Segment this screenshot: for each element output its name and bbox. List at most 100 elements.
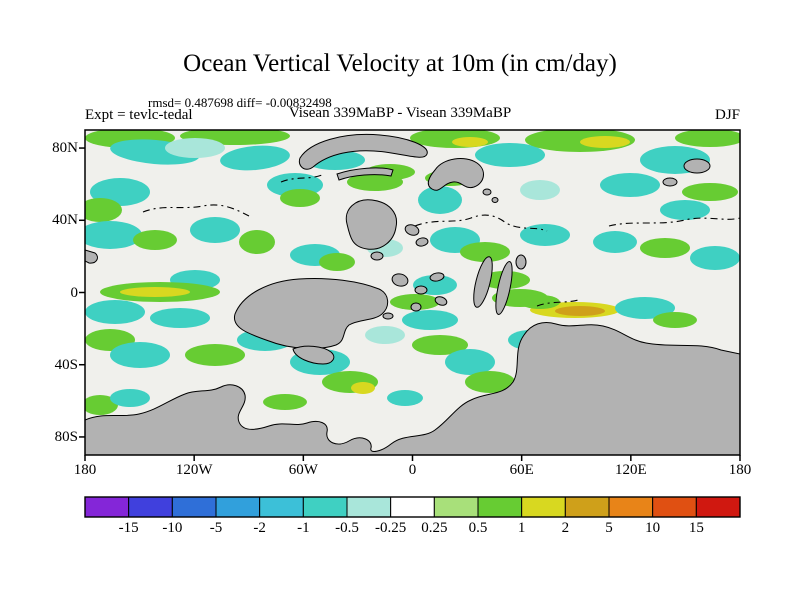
landmass xyxy=(85,321,740,455)
landmass xyxy=(298,133,428,170)
colorbar-box xyxy=(390,496,435,518)
colorbar-tick-label: 5 xyxy=(605,520,613,536)
x-tick-label: 180 xyxy=(728,462,752,478)
colorbar-tick-label: -0.25 xyxy=(375,520,407,536)
anomaly-patch xyxy=(150,308,210,328)
anomaly-patch xyxy=(615,297,675,319)
anomaly-patch xyxy=(412,335,468,355)
x-tick-label: 60W xyxy=(288,462,318,478)
anomaly-patch xyxy=(520,180,560,200)
land-island xyxy=(391,273,409,287)
anomaly-patch xyxy=(460,242,510,262)
anomaly-patch xyxy=(185,344,245,366)
experiment-label: Expt = tevlc-tedal xyxy=(85,107,193,123)
landmass xyxy=(336,167,394,181)
anomaly-patch xyxy=(640,238,690,258)
zero-contour-dashed xyxy=(608,217,740,227)
colorbar-tick-label: -15 xyxy=(118,520,139,536)
land-island xyxy=(370,251,384,261)
anomaly-patch xyxy=(660,200,710,220)
landmass xyxy=(292,345,335,365)
colorbar-box xyxy=(302,496,348,518)
land-island xyxy=(404,224,420,236)
rmsd-diff-stats: rmsd= 0.487698 diff= -0.00832498 xyxy=(148,95,332,110)
x-tick-label: 120W xyxy=(175,462,213,478)
landmass xyxy=(427,158,484,191)
colorbar-tick-label: 2 xyxy=(561,520,570,536)
colorbar-tick-label: -0.5 xyxy=(335,520,359,536)
anomaly-patch xyxy=(580,136,630,148)
colorbar-box xyxy=(564,496,610,518)
land-island xyxy=(482,188,492,196)
anomaly-patch xyxy=(675,130,740,147)
land-island xyxy=(429,272,445,282)
anomaly-patch xyxy=(85,198,122,222)
x-tick-label: 60E xyxy=(509,462,534,478)
zero-contour-dashed xyxy=(280,174,323,183)
anomaly-patch xyxy=(682,183,738,201)
land-island xyxy=(410,302,422,312)
y-tick-label: 40S xyxy=(54,356,78,373)
anomaly-patch xyxy=(133,230,177,250)
anomaly-patch xyxy=(365,326,405,344)
colorbar-box xyxy=(346,496,392,518)
anomaly-patch xyxy=(410,130,500,148)
anomaly-patch xyxy=(351,382,375,394)
colorbar-box xyxy=(695,496,741,518)
colorbar-tick-label: 0.25 xyxy=(421,520,448,536)
anomaly-patch xyxy=(475,143,545,167)
anomaly-patch xyxy=(402,310,458,330)
colorbar-box xyxy=(171,496,217,518)
anomaly-patch xyxy=(165,138,225,158)
anomaly-patch xyxy=(418,186,462,214)
anomaly-patch xyxy=(387,390,423,406)
y-tick-label: 80S xyxy=(54,428,78,445)
anomaly-patch xyxy=(593,231,637,253)
anomaly-patch xyxy=(465,371,515,393)
anomaly-patch xyxy=(280,189,320,207)
colorbar-box xyxy=(259,496,304,518)
zero-contour-dashed xyxy=(536,298,582,307)
anomaly-patch xyxy=(190,217,240,243)
anomaly-patch xyxy=(110,389,150,407)
land-island xyxy=(414,285,428,295)
anomaly-patch xyxy=(85,300,145,324)
anomaly-patch xyxy=(690,246,740,270)
anomaly-patch xyxy=(110,342,170,368)
colorbar-box xyxy=(128,496,173,518)
anomaly-patch xyxy=(520,295,560,309)
zero-contour-dashed xyxy=(142,204,250,217)
land-island xyxy=(515,254,527,270)
land-island xyxy=(382,312,394,320)
colorbar-tick-label: -10 xyxy=(162,520,183,536)
colorbar-border xyxy=(84,496,741,518)
x-tick-label: 120E xyxy=(614,462,647,478)
season-label: DJF xyxy=(714,107,740,123)
land-island xyxy=(491,197,499,203)
landmass xyxy=(85,249,98,264)
colorbar-tick-label: -5 xyxy=(209,520,223,536)
colorbar-box xyxy=(521,496,566,518)
colorbar-tick-label: -1 xyxy=(297,520,310,536)
colorbar-tick-label: -2 xyxy=(253,520,266,536)
comparison-label: Visean 339MaBP - Visean 339MaBP xyxy=(288,105,512,121)
anomaly-patch xyxy=(520,224,570,246)
landmass xyxy=(345,199,398,250)
anomaly-patch xyxy=(239,230,275,254)
land-island xyxy=(662,177,678,187)
plot-title: Ocean Vertical Velocity at 10m (in cm/da… xyxy=(183,50,617,77)
colorbar-box xyxy=(477,496,523,518)
anomaly-patch xyxy=(390,294,440,310)
colorbar-tick-label: 0.5 xyxy=(468,520,488,536)
anomaly-patch xyxy=(85,395,118,415)
land-island xyxy=(683,158,711,174)
anomaly-patch xyxy=(452,137,488,147)
anomaly-patch xyxy=(319,253,355,271)
anomaly-patch xyxy=(263,394,307,410)
colorbar-box xyxy=(652,496,697,518)
y-tick-label: 80N xyxy=(52,140,78,157)
anomaly-patch xyxy=(653,312,697,328)
land-island xyxy=(434,296,448,306)
